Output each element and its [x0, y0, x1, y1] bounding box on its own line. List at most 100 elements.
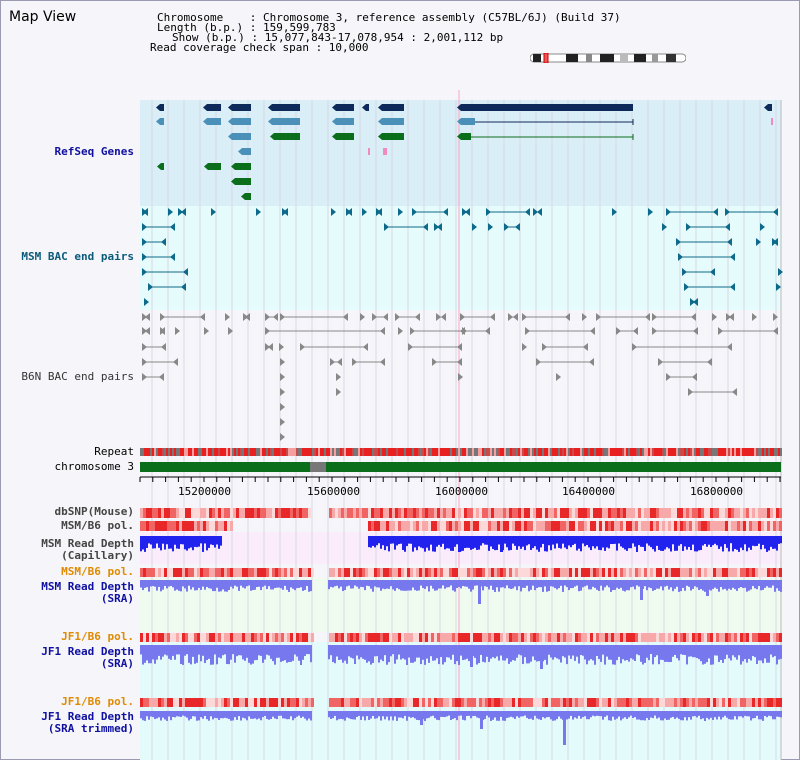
axis-tick-label: 16800000 [690, 485, 743, 498]
bac-end [760, 223, 765, 231]
gene-feature [768, 104, 772, 111]
msm-depth-sra-sub: (SRA) [100, 592, 134, 605]
bac-end [488, 223, 493, 231]
msm-b6-pol-sra-label[interactable]: MSM/B6 pol. [61, 565, 134, 578]
bac-end [168, 208, 173, 216]
bac-end [280, 418, 285, 426]
bac-end [175, 327, 180, 335]
bac-end [662, 223, 667, 231]
gene-feature [245, 193, 251, 200]
axis-tick-label: 16000000 [435, 485, 488, 498]
bac-end [712, 313, 717, 321]
bac-end [612, 208, 617, 216]
jf1-depth-label[interactable]: JF1 Read Depth [41, 645, 134, 658]
heatmap-tracks [140, 508, 782, 707]
length-info: Length (b.p.) : 159,599,783 [157, 21, 336, 34]
bac-end [204, 327, 209, 335]
bac-end [458, 373, 463, 381]
chromosome-track-label: chromosome 3 [54, 460, 134, 473]
gene-feature [274, 133, 300, 140]
refseq-band [140, 100, 781, 206]
bac-end [336, 388, 341, 396]
bac-end [648, 208, 653, 216]
gap-marker [310, 462, 326, 472]
jf1-depth-sub: (SRA) [100, 657, 134, 670]
bac-end [280, 358, 285, 366]
msm-bac-label[interactable]: MSM BAC end pairs [21, 250, 134, 263]
gene-feature [382, 104, 404, 111]
chromosome-ideogram[interactable] [530, 53, 686, 63]
bac-end [211, 208, 216, 216]
gene-feature [461, 104, 633, 111]
bac-end [360, 313, 365, 321]
msm-depth-capillary-label[interactable]: MSM Read Depth [41, 537, 134, 550]
bac-end [144, 298, 149, 306]
gene-feature [161, 163, 164, 170]
bac-end [228, 327, 233, 335]
bac-end [773, 313, 778, 321]
msm-bac-band [140, 206, 781, 310]
bac-end [362, 208, 367, 216]
bac-end [522, 343, 527, 351]
bac-end [331, 208, 336, 216]
msm-depth-capillary-sub: (Capillary) [61, 549, 134, 562]
bac-end [752, 313, 757, 321]
jf1-b6-pol-trim-label[interactable]: JF1/B6 pol. [61, 695, 134, 708]
axis-tick-label: 15200000 [178, 485, 231, 498]
gene-feature [382, 118, 404, 125]
gene-feature [272, 118, 300, 125]
gene-feature [242, 148, 251, 155]
chromosome-info: Chromosome : Chromosome 3, reference ass… [157, 11, 621, 24]
axis-minor-ticks [139, 477, 781, 482]
gene-feature [336, 118, 354, 125]
read-span-info: Read coverage check span : 10,000 [150, 41, 369, 54]
gene-feature [232, 118, 251, 125]
b6n-bac-track[interactable] [142, 313, 778, 441]
bac-end [778, 268, 783, 276]
gene-feature [207, 118, 221, 125]
gene-feature [336, 133, 354, 140]
axis-tick-label: 16400000 [562, 485, 615, 498]
chromosome-bar [140, 462, 781, 472]
bac-end [280, 403, 285, 411]
repeat-label: Repeat [94, 445, 134, 458]
refseq-genes-track[interactable] [156, 104, 773, 200]
msm-depth-sra-label[interactable]: MSM Read Depth [41, 580, 134, 593]
gene-feature [382, 133, 404, 140]
bac-end [280, 388, 285, 396]
refseq-genes-label[interactable]: RefSeq Genes [54, 145, 134, 158]
gene-feature [232, 104, 251, 111]
b6n-bac-label[interactable]: B6N BAC end pairs [21, 370, 134, 383]
jf1-trimmed-label[interactable]: JF1 Read Depth [41, 710, 134, 723]
msm-bac-track[interactable] [142, 208, 783, 306]
bac-end [472, 223, 477, 231]
bac-end [556, 373, 561, 381]
jf1-b6-pol-label[interactable]: JF1/B6 pol. [61, 630, 134, 643]
bac-end [398, 327, 403, 335]
bac-end [336, 373, 341, 381]
bac-end [582, 313, 587, 321]
depth-tracks [140, 536, 782, 745]
gene-feature [336, 104, 354, 111]
gene-feature [366, 104, 369, 111]
bac-end [398, 208, 403, 216]
bac-end [256, 208, 261, 216]
jf1-trimmed-sub: (SRA trimmed) [47, 722, 134, 735]
dbsnp-label[interactable]: dbSNP(Mouse) [54, 505, 134, 518]
bac-end [279, 343, 284, 351]
gene-feature [208, 163, 221, 170]
axis-tick-label: 15600000 [307, 485, 360, 498]
page-title: Map View [9, 9, 77, 25]
gene-feature [160, 118, 164, 125]
bac-end [280, 373, 285, 381]
gene-feature [461, 133, 471, 140]
gene-feature [272, 104, 300, 111]
bac-end [776, 283, 781, 291]
gene-feature [235, 178, 251, 185]
gene-feature [235, 163, 251, 170]
gene-feature [160, 104, 164, 111]
msm-b6-pol-label[interactable]: MSM/B6 pol. [61, 519, 134, 532]
gene-feature [461, 118, 475, 125]
repeat-track [140, 448, 782, 456]
